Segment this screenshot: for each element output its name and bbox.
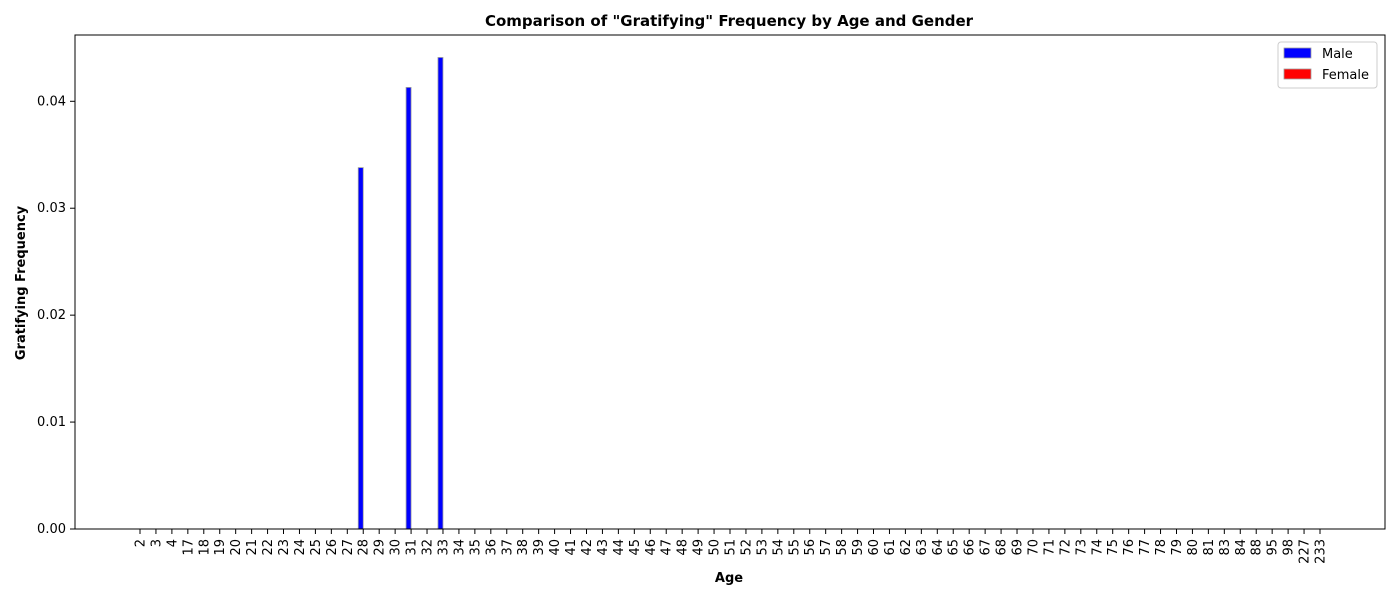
- x-tick-label: 20: [229, 539, 244, 556]
- x-tick-label: 98: [1282, 539, 1297, 556]
- x-tick-label: 41: [564, 539, 579, 556]
- legend-label-female: Female: [1322, 68, 1369, 83]
- x-tick-label: 69: [1011, 539, 1026, 556]
- x-tick-label: 26: [325, 539, 340, 556]
- x-tick-label: 71: [1042, 539, 1057, 556]
- x-tick-label: 84: [1234, 539, 1249, 556]
- x-tick-label: 40: [548, 539, 563, 556]
- x-tick-label: 68: [995, 539, 1010, 556]
- x-tick-label: 78: [1154, 539, 1169, 556]
- x-tick-label: 4: [165, 539, 180, 547]
- x-tick-label: 66: [963, 539, 978, 556]
- x-tick-label: 24: [293, 539, 308, 556]
- x-tick-label: 73: [1074, 539, 1089, 556]
- x-tick-label: 48: [676, 539, 691, 556]
- x-tick-label: 75: [1106, 539, 1121, 556]
- y-tick-label: 0.04: [37, 94, 66, 109]
- x-tick-label: 27: [341, 539, 356, 556]
- x-tick-label: 29: [373, 539, 388, 556]
- x-axis-label: Age: [715, 571, 743, 586]
- x-axis-ticks: 2 3 4 17 18 19 20 21 22 23 24 25 26 27 28 29 30 31 32 33 34 3…: [134, 529, 1329, 564]
- x-tick-label: 39: [532, 539, 547, 556]
- legend: Male Female: [1277, 41, 1378, 89]
- x-tick-label: 2: [134, 539, 149, 547]
- x-tick-label: 79: [1170, 539, 1185, 556]
- x-tick-label: 3: [149, 539, 164, 547]
- y-axis-label: Gratifying Frequency: [14, 205, 29, 360]
- x-tick-label: 55: [787, 539, 802, 556]
- x-tick-label: 80: [1186, 539, 1201, 556]
- x-tick-label: 95: [1266, 539, 1281, 556]
- y-tick-label: 0.00: [37, 522, 66, 537]
- bar-male: [405, 86, 412, 530]
- bar-male: [437, 57, 444, 530]
- x-tick-label: 42: [580, 539, 595, 556]
- x-tick-label: 19: [213, 539, 228, 556]
- x-tick-label: 61: [883, 539, 898, 556]
- x-tick-label: 23: [277, 539, 292, 556]
- x-tick-label: 32: [421, 539, 436, 556]
- x-tick-label: 51: [724, 539, 739, 556]
- x-tick-label: 35: [468, 539, 483, 556]
- x-tick-label: 62: [899, 539, 914, 556]
- x-tick-label: 17: [181, 539, 196, 556]
- x-tick-label: 227: [1298, 539, 1313, 564]
- x-tick-label: 56: [803, 539, 818, 556]
- x-tick-label: 64: [931, 539, 946, 556]
- x-tick-label: 30: [389, 539, 404, 556]
- x-tick-label: 65: [947, 539, 962, 556]
- y-tick-label: 0.03: [37, 201, 66, 216]
- legend-label-male: Male: [1322, 47, 1353, 62]
- x-tick-label: 50: [708, 539, 723, 556]
- x-tick-label: 33: [436, 539, 451, 556]
- x-tick-label: 60: [867, 539, 882, 556]
- legend-swatch-female: [1283, 68, 1312, 80]
- x-tick-label: 58: [835, 539, 850, 556]
- x-tick-label: 88: [1250, 539, 1265, 556]
- y-tick-label: 0.01: [37, 415, 66, 430]
- x-tick-label: 83: [1218, 539, 1233, 556]
- x-tick-label: 43: [596, 539, 611, 556]
- x-tick-label: 59: [851, 539, 866, 556]
- x-tick-label: 21: [245, 539, 260, 556]
- x-tick-label: 45: [628, 539, 643, 556]
- x-tick-label: 37: [500, 539, 515, 556]
- y-tick-label: 0.02: [37, 308, 66, 323]
- x-tick-label: 76: [1122, 539, 1137, 556]
- x-tick-label: 54: [771, 539, 786, 556]
- x-tick-label: 57: [819, 539, 834, 556]
- x-tick-label: 53: [755, 539, 770, 556]
- x-tick-label: 74: [1090, 539, 1105, 556]
- legend-swatch-male: [1283, 47, 1312, 59]
- x-tick-label: 70: [1026, 539, 1041, 556]
- bars-group: [357, 57, 444, 530]
- x-tick-label: 47: [660, 539, 675, 556]
- x-tick-label: 81: [1202, 539, 1217, 556]
- chart-title: Comparison of "Gratifying" Frequency by …: [485, 12, 974, 30]
- x-tick-label: 34: [452, 539, 467, 556]
- x-tick-label: 72: [1058, 539, 1073, 556]
- x-tick-label: 22: [261, 539, 276, 556]
- x-tick-label: 28: [357, 539, 372, 556]
- bar-male: [357, 167, 364, 530]
- x-tick-label: 46: [644, 539, 659, 556]
- x-tick-label: 44: [612, 539, 627, 556]
- x-tick-label: 77: [1138, 539, 1153, 556]
- y-axis-ticks: 0.00 0.01 0.02 0.03 0.04: [37, 94, 75, 537]
- x-tick-label: 31: [405, 539, 420, 556]
- x-tick-label: 18: [197, 539, 212, 556]
- x-tick-label: 49: [692, 539, 707, 556]
- plot-frame: [74, 34, 1386, 530]
- x-tick-label: 25: [309, 539, 324, 556]
- x-tick-label: 38: [516, 539, 531, 556]
- x-tick-label: 36: [484, 539, 499, 556]
- x-tick-label: 67: [979, 539, 994, 556]
- x-tick-label: 63: [915, 539, 930, 556]
- x-tick-label: 52: [739, 539, 754, 556]
- x-tick-label: 233: [1314, 539, 1329, 564]
